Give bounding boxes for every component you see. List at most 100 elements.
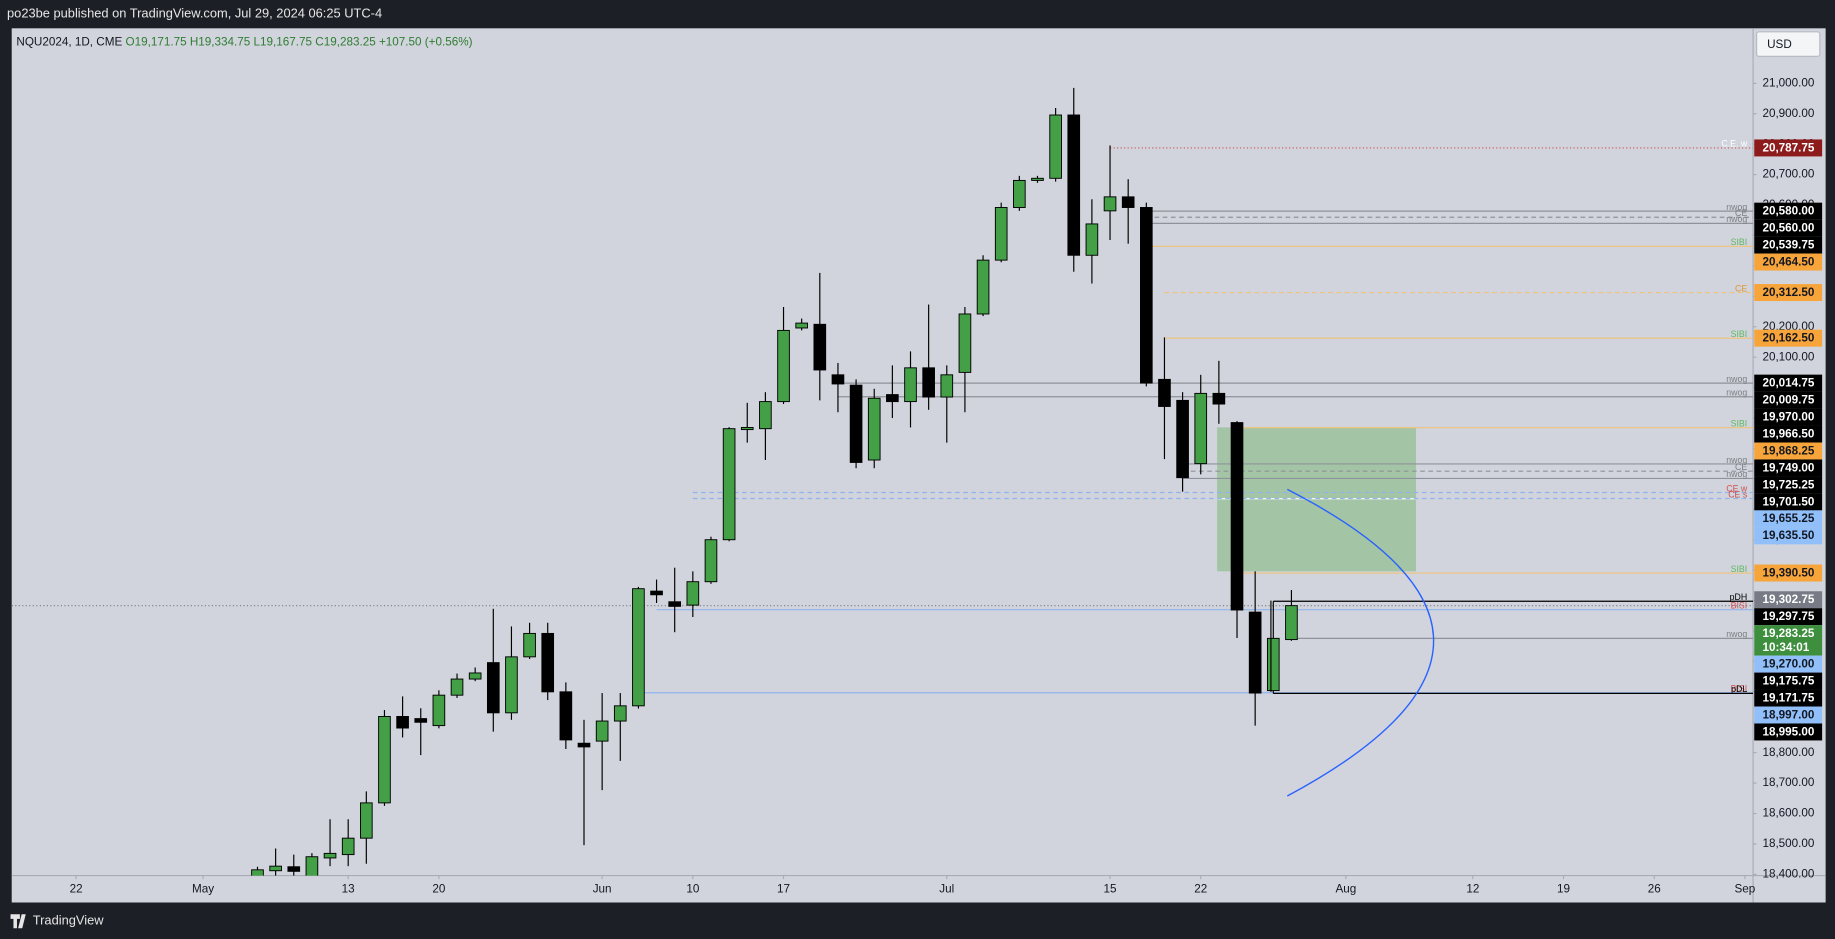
level-tags: C.E. wnwogCEnwogSIBICESIBInwognwogSIBInw… [1721,139,1747,694]
price-label-box [1754,493,1823,511]
price-label-box [1754,655,1823,673]
candle-body [1285,605,1298,641]
level-tag: C.E. w [1721,139,1747,149]
candle-body [323,852,337,859]
level-tag: nwog [1726,455,1747,465]
price-label: 18,997.00 [1762,708,1814,721]
price-label: 20,162.50 [1762,332,1814,345]
price-label-box [1754,689,1823,707]
price-label-box [1754,139,1823,157]
price-label-box [1754,236,1823,254]
candle-body [1103,196,1117,212]
y-tick-label: 18,800.00 [1762,746,1814,759]
y-tick-label: 20,100.00 [1762,350,1814,363]
candle-body [632,588,645,707]
price-label-box [1754,374,1823,392]
x-tick-label: 22 [1194,883,1207,896]
price-label-box [1754,253,1823,271]
candle-body [541,632,555,693]
price-label: 19,725.25 [1762,478,1814,491]
logo [10,914,26,929]
x-tick-label: Jun [593,883,612,896]
price-label-box [1754,723,1823,741]
candle-body [849,384,863,463]
price-label: 20,580.00 [1762,205,1814,218]
price-label: 19,868.25 [1762,444,1814,457]
candle-body [559,691,573,741]
price-label: 19,655.25 [1762,512,1814,525]
price-label: 19,966.50 [1762,427,1814,440]
candle-body [867,397,881,461]
candle-body [1067,114,1081,256]
level-tag: SIBI [1731,418,1748,428]
x-tick-label: 12 [1466,883,1479,896]
candle-body [1230,422,1244,611]
chart-background [11,28,1826,903]
price-label: 19,283.25 [1762,627,1814,640]
x-tick-label: 13 [342,883,355,896]
x-tick-label: 26 [1648,883,1661,896]
candle-body [1176,399,1189,479]
drawings-under [1217,427,1417,572]
price-label-box [1754,706,1823,724]
level-tag: nwog [1726,629,1747,639]
price-label-box [1754,608,1823,626]
level-tag: CE [1735,283,1747,293]
level-tag: BISI [1731,600,1748,610]
x-tick-label: Jul [939,883,954,896]
candle-body [668,601,682,607]
level-tag: CE [1735,462,1747,472]
candle-body [958,313,972,373]
price-label-box [1754,625,1823,656]
price-label-box [1754,329,1823,347]
candle-body [505,656,518,714]
y-tick-label: 20,700.00 [1762,168,1814,181]
candle-body [251,869,264,876]
price-label: 19,171.75 [1762,691,1814,704]
candle-body [305,856,319,876]
currency-box[interactable] [1756,31,1821,57]
candle-body [1049,114,1062,179]
candle-body [831,374,845,385]
candle-body [1248,611,1262,694]
curve [1286,488,1435,797]
y-tick-label: 18,600.00 [1762,807,1814,820]
candles [251,87,1298,876]
candle-body [722,428,736,541]
level-tag: nwog [1726,214,1747,224]
candle-body [1031,177,1044,181]
candle-body [1212,392,1226,405]
legend-change: +107.50 (+0.56%) [379,35,473,48]
price-label: 19,270.00 [1762,657,1814,670]
legend-symbol: NQU2024, 1D, CME [16,35,122,48]
footer: TradingView [33,913,104,928]
candle-body [922,367,935,398]
candle-body [1158,378,1171,407]
x-tick-label: 22 [70,883,83,896]
currency: USD [1767,38,1792,51]
candle-body [396,716,409,729]
level-tag: pDH [1730,592,1748,602]
y-tick-label: 20,200.00 [1762,320,1814,333]
price-label-box [1754,591,1823,609]
price-label: 20,009.75 [1762,393,1814,406]
level-tag: SIBI [1731,329,1748,339]
price-label: 20,560.00 [1762,222,1814,235]
candle-body [650,590,663,596]
x-tick-label: 15 [1104,883,1118,896]
x-tick-label: 17 [777,883,790,896]
candle-body [886,394,899,403]
price-label-box [1754,408,1823,426]
level-tag: CE s [1728,489,1748,499]
price-label-box [1754,425,1823,443]
y-tick-label: 20,900.00 [1762,107,1814,120]
price-label-box [1754,442,1823,460]
candle-body [704,539,718,583]
candle-body [414,718,428,723]
y-tick-label: 18,400.00 [1762,867,1814,880]
candle-body [795,322,808,329]
x-tick-label: 19 [1557,883,1570,896]
price-label-box [1754,672,1823,690]
legend-close: C19,283.25 [315,35,376,48]
price-label: 19,297.75 [1762,610,1814,623]
